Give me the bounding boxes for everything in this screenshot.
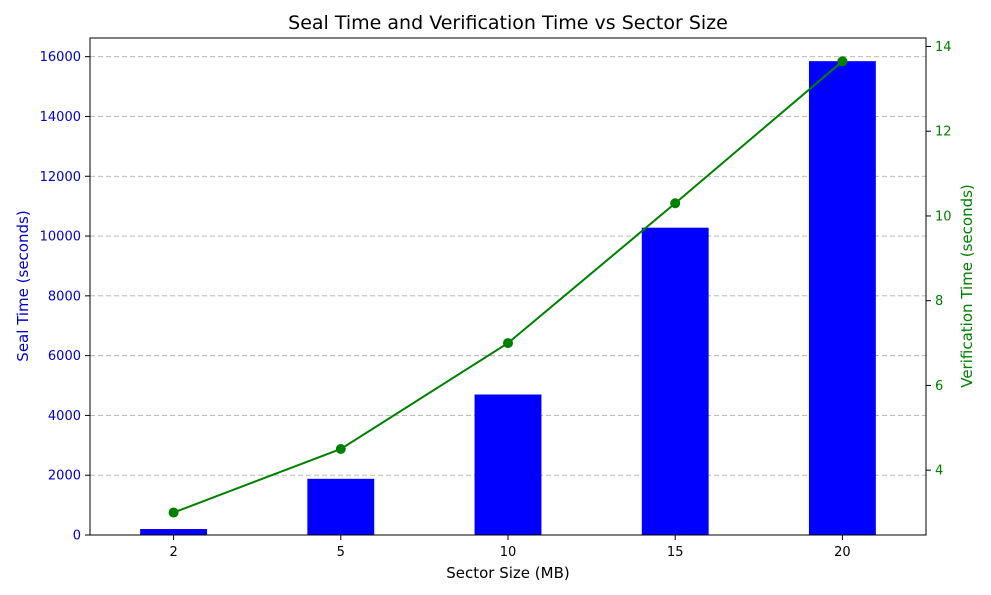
y-left-tick-label: 10000 [40,230,81,245]
verification-point [168,507,179,518]
y-right-tick-label: 10 [935,209,952,224]
x-tick-label: 15 [667,545,684,560]
y-left-tick-label: 16000 [40,50,81,65]
y-left-tick-label: 8000 [48,289,81,304]
y-right-tick-label: 12 [935,125,952,140]
bar [808,61,876,535]
chart-title: Seal Time and Verification Time vs Secto… [288,12,728,34]
bar [307,478,375,535]
y-axis-right-label: Verification Time (seconds) [958,184,976,388]
y-axis-left-label: Seal Time (seconds) [14,210,32,361]
y-left-tick-label: 0 [73,529,81,544]
verification-point [503,338,513,349]
bar [140,529,208,535]
y-left-tick-label: 6000 [48,349,81,364]
y-right-tick-label: 6 [935,379,943,394]
y-axis-left: 0 2000 4000 6000 8000 10000 12000 14000 16000 [40,50,90,544]
y-left-tick-label: 14000 [40,110,81,125]
grid-layer [90,56,926,536]
bar [641,227,709,535]
x-tick-label: 10 [500,545,517,560]
bar [474,394,542,535]
y-left-tick-label: 2000 [48,469,81,484]
line-layer [168,56,848,518]
y-left-tick-label: 12000 [40,170,81,185]
y-axis-right: 4 6 8 10 12 14 [926,40,952,479]
verification-point [335,443,346,454]
y-right-tick-label: 8 [935,294,943,309]
verification-point [837,56,848,67]
x-axis: 2 5 10 15 20 [169,535,851,560]
y-left-tick-label: 4000 [48,409,81,424]
y-right-tick-label: 4 [935,464,943,479]
x-tick-label: 2 [169,545,177,560]
bar-layer [140,61,876,535]
y-right-tick-label: 14 [935,40,952,55]
x-tick-label: 5 [337,545,345,560]
x-tick-label: 20 [834,545,851,560]
verification-point [670,198,681,209]
x-axis-label: Sector Size (MB) [446,564,570,582]
